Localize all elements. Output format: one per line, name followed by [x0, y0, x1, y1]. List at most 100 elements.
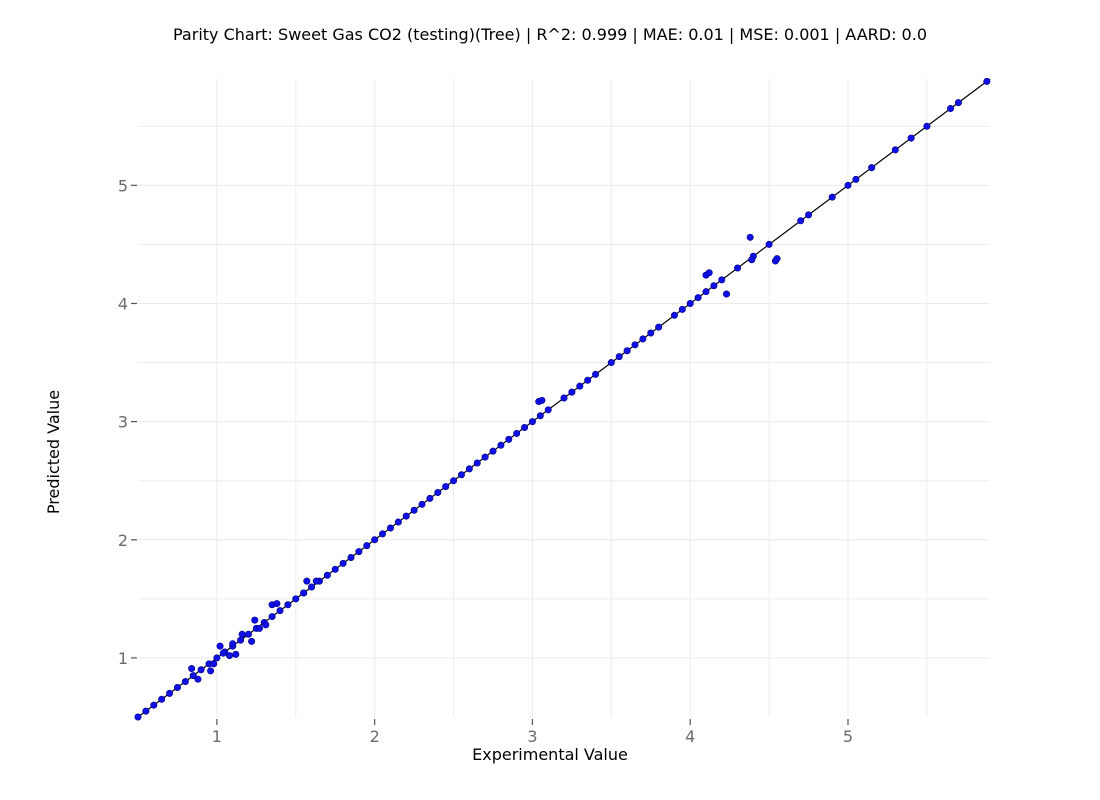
data-point — [797, 217, 805, 225]
data-point — [219, 649, 227, 657]
data-point — [166, 689, 174, 697]
data-point — [251, 616, 259, 624]
data-point — [238, 630, 246, 638]
y-tick-label: 2 — [118, 531, 128, 550]
data-point — [386, 524, 394, 532]
data-point — [844, 181, 852, 189]
data-point — [639, 335, 647, 343]
data-point — [194, 675, 202, 683]
data-point — [379, 530, 387, 538]
data-point — [363, 542, 371, 550]
data-point — [718, 276, 726, 284]
data-point — [748, 256, 756, 264]
data-point — [248, 637, 256, 645]
data-point — [273, 600, 281, 608]
data-point — [276, 607, 284, 615]
data-point — [292, 595, 300, 603]
data-point — [262, 621, 270, 629]
data-point — [631, 341, 639, 349]
data-point — [694, 294, 702, 302]
data-point — [528, 418, 536, 426]
data-point — [371, 536, 379, 544]
data-point — [308, 583, 316, 591]
data-point — [734, 264, 742, 272]
data-point — [655, 323, 663, 331]
data-point — [805, 211, 813, 219]
data-point — [434, 489, 442, 497]
data-point — [538, 396, 546, 404]
data-point — [623, 347, 631, 355]
data-point — [237, 636, 245, 644]
data-point — [410, 506, 418, 514]
data-points — [134, 77, 991, 721]
x-tick-label: 2 — [370, 727, 380, 746]
data-point — [702, 288, 710, 296]
data-point — [426, 494, 434, 502]
data-point — [255, 624, 263, 632]
data-point — [536, 412, 544, 420]
data-point — [226, 652, 234, 660]
data-point — [347, 553, 355, 561]
data-point — [497, 441, 505, 449]
data-point — [197, 666, 205, 674]
data-point — [207, 667, 215, 675]
data-point — [331, 565, 339, 573]
data-point — [746, 233, 754, 241]
data-point — [615, 353, 623, 361]
data-point — [481, 453, 489, 461]
y-tick-label: 3 — [118, 413, 128, 432]
data-point — [210, 660, 218, 668]
data-point — [284, 601, 292, 609]
data-point — [394, 518, 402, 526]
data-point — [418, 500, 426, 508]
data-point — [213, 654, 221, 662]
data-point — [513, 429, 521, 437]
x-tick-label: 4 — [685, 727, 695, 746]
y-axis-label: Predicted Value — [44, 390, 63, 514]
data-point — [568, 388, 576, 396]
x-tick-label: 3 — [527, 727, 537, 746]
data-point — [457, 471, 465, 479]
data-point — [584, 376, 592, 384]
data-point — [189, 672, 197, 680]
data-point — [134, 713, 142, 721]
data-point — [686, 299, 694, 307]
data-point — [244, 630, 252, 638]
data-point — [473, 459, 481, 467]
data-point — [723, 290, 731, 298]
axis-ticks: 1 2 3 4 5 1 2 3 4 5 — [118, 176, 853, 746]
data-point — [576, 382, 584, 390]
data-point — [868, 164, 876, 172]
data-point — [216, 642, 224, 650]
data-point — [232, 650, 240, 658]
data-point — [489, 447, 497, 455]
data-point — [678, 305, 686, 313]
data-point — [303, 577, 311, 585]
data-point — [465, 465, 473, 473]
data-point — [544, 406, 552, 414]
data-point — [450, 477, 458, 485]
data-point — [560, 394, 568, 402]
data-point — [300, 589, 308, 597]
data-point — [710, 282, 718, 290]
data-point — [765, 240, 773, 248]
data-point — [312, 577, 320, 585]
data-point — [954, 99, 962, 107]
data-point — [268, 613, 276, 621]
x-tick-label: 1 — [212, 727, 222, 746]
data-point — [355, 548, 363, 556]
data-point — [891, 146, 899, 154]
data-point — [828, 193, 836, 201]
data-point — [670, 311, 678, 319]
data-point — [505, 435, 513, 443]
data-point — [521, 424, 529, 432]
data-point — [705, 269, 713, 277]
data-point — [907, 134, 915, 142]
data-point — [607, 359, 615, 367]
data-point — [181, 678, 189, 686]
y-tick-label: 5 — [118, 176, 128, 195]
data-point — [323, 571, 331, 579]
data-point — [852, 175, 860, 183]
data-point — [188, 665, 196, 673]
